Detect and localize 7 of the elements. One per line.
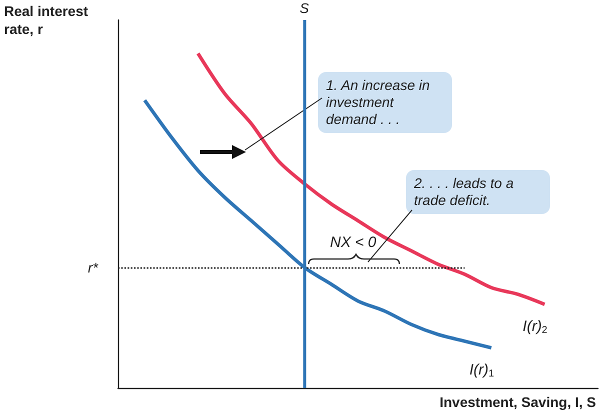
x-axis-title: Investment, Saving, I, S bbox=[440, 394, 596, 410]
text: S bbox=[300, 0, 309, 16]
callout-box: 2. . . . leads to a trade deficit. bbox=[406, 170, 550, 214]
callout-box: 1. An increase in investment demand . . . bbox=[318, 72, 452, 133]
y-axis-title: Real interest rate, r bbox=[4, 2, 90, 38]
ref-line-label: r* bbox=[88, 260, 99, 276]
annotation: NX < 0 bbox=[330, 234, 376, 251]
